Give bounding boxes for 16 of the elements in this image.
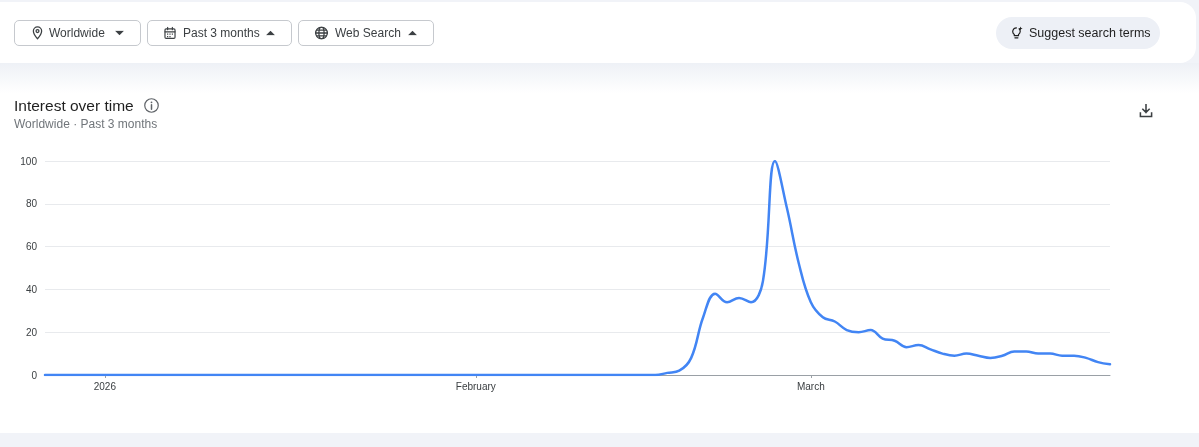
- date-range-dropdown[interactable]: Past 3 months: [147, 20, 292, 46]
- line-series: [43, 159, 1112, 377]
- suggest-button[interactable]: Suggest search terms: [996, 17, 1160, 49]
- y-tick-label: 60: [25, 241, 38, 253]
- x-tick-label: February: [455, 380, 496, 392]
- search-type-dropdown[interactable]: Web Search: [298, 20, 434, 46]
- y-tick-label: 100: [20, 155, 38, 167]
- y-tick-label: 80: [25, 198, 38, 210]
- location-dropdown[interactable]: Worldwide: [14, 20, 141, 46]
- x-tick-label: March: [796, 380, 825, 392]
- y-tick-label: 0: [31, 369, 38, 381]
- chart-subtitle: Worldwide · Past 3 months: [14, 117, 158, 132]
- y-tick-label: 20: [25, 326, 38, 338]
- x-tick-label: 2026: [93, 380, 117, 392]
- y-tick-label: 40: [25, 283, 38, 295]
- chart-title: Interest over time: [14, 96, 134, 115]
